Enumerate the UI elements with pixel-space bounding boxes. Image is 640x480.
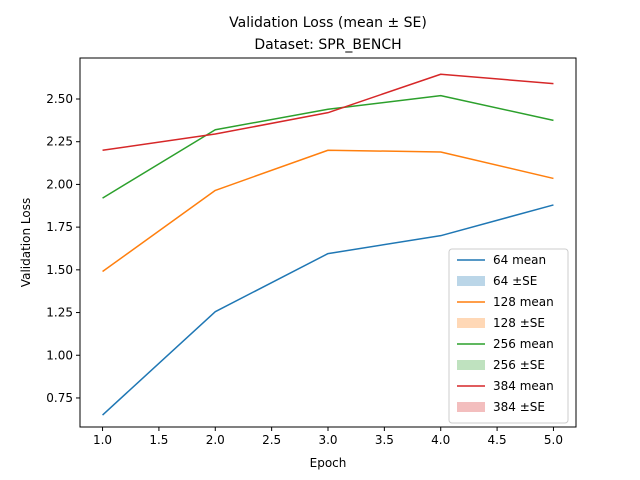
legend-label: 64 mean [493,253,546,267]
y-tick-label: 1.00 [46,348,73,362]
y-tick-label: 2.50 [46,92,73,106]
legend-label: 128 ±SE [493,316,545,330]
chart-title: Validation Loss (mean ± SE) [229,15,427,31]
legend-band-swatch [457,318,485,328]
y-axis-label: Validation Loss [19,198,33,287]
x-tick-label: 4.0 [431,433,450,447]
x-tick-label: 3.5 [375,433,394,447]
legend-band-swatch [457,360,485,370]
x-tick-label: 3.0 [318,433,337,447]
legend-label: 384 ±SE [493,400,545,414]
y-tick-label: 1.75 [46,220,73,234]
x-tick-label: 1.0 [93,433,112,447]
legend-label: 256 ±SE [493,358,545,372]
legend-band-swatch [457,276,485,286]
legend-label: 128 mean [493,295,554,309]
legend: 64 mean 64 ±SE 128 mean 128 ±SE 256 mean 256 … [448,248,569,424]
chart-subtitle: Dataset: SPR_BENCH [254,37,401,53]
y-tick-label: 2.25 [46,135,73,149]
y-tick-label: 1.25 [46,306,73,320]
plot-lines [102,73,554,416]
x-axis-label: Epoch [310,456,347,470]
legend-band-swatch [457,402,485,412]
series-line [102,94,554,199]
legend-label: 256 mean [493,337,554,351]
x-tick-label: 5.0 [544,433,563,447]
legend-label: 384 mean [493,379,554,393]
y-tick-label: 2.00 [46,177,73,191]
x-tick-label: 1.5 [149,433,168,447]
y-axis: 0.75 1.00 1.25 1.50 1.75 2.00 2.25 2.50 [46,92,80,405]
y-tick-label: 1.50 [46,263,73,277]
x-tick-label: 4.5 [488,433,507,447]
legend-label: 64 ±SE [493,274,537,288]
series-line [102,73,554,151]
series-line [102,204,554,416]
x-tick-label: 2.5 [262,433,281,447]
y-tick-label: 0.75 [46,391,73,405]
x-tick-label: 2.0 [206,433,225,447]
legend-box [448,248,569,424]
x-axis: 1.0 1.5 2.0 2.5 3.0 3.5 4.0 4.5 5.0 [93,427,563,447]
series-line [102,149,554,273]
